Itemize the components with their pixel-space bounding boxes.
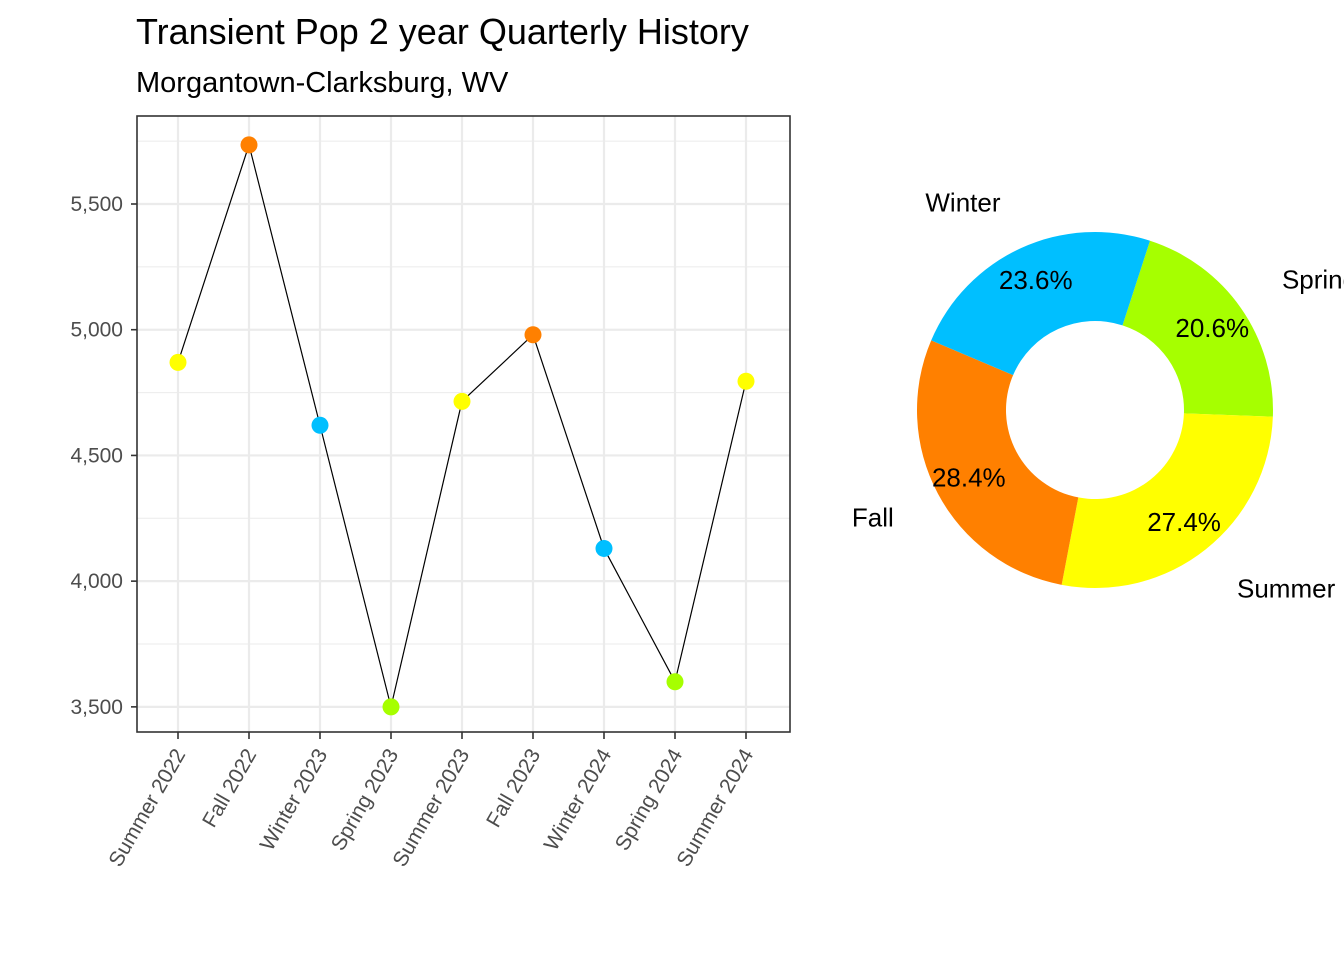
- y-tick-label: 5,000: [70, 319, 123, 342]
- slice-percent-label: 20.6%: [1175, 313, 1249, 343]
- donut-slice-fall: [916, 340, 1079, 585]
- slice-percent-label: 27.4%: [1147, 507, 1221, 537]
- data-point: [453, 392, 471, 410]
- x-tick-label: Fall 2022: [198, 745, 261, 831]
- data-point: [524, 326, 542, 344]
- data-point: [666, 673, 684, 691]
- data-point: [595, 539, 613, 557]
- donut-slice-winter: [931, 231, 1151, 376]
- x-tick-label: Spring 2023: [327, 745, 404, 855]
- plot-border: [136, 115, 791, 733]
- data-point: [311, 416, 329, 434]
- data-point: [382, 698, 400, 716]
- donut-chart-panel: 20.6% Spring 27.4% Summer 28.4% Fall 23.6% Wint…: [852, 187, 1344, 603]
- donut-slice-spring: [1122, 240, 1273, 417]
- slice-category-label: Winter: [925, 187, 1000, 217]
- y-tick-label: 4,500: [70, 444, 123, 467]
- slice-category-label: Fall: [852, 502, 894, 532]
- x-tick-label: Winter 2023: [256, 745, 333, 855]
- x-tick-label: Spring 2024: [611, 745, 688, 855]
- x-tick-label: Summer 2023: [388, 745, 474, 871]
- donut-slice-summer: [1061, 413, 1273, 588]
- x-tick-label: Summer 2022: [104, 745, 190, 871]
- x-tick-label: Fall 2023: [482, 745, 545, 831]
- data-point: [169, 353, 187, 371]
- x-tick-label: Winter 2024: [540, 745, 617, 855]
- y-tick-label: 5,500: [70, 193, 123, 216]
- slice-category-label: Summer: [1237, 573, 1336, 603]
- data-point: [240, 136, 258, 154]
- slice-percent-label: 28.4%: [932, 462, 1006, 492]
- chart-subtitle: Morgantown-Clarksburg, WV: [136, 67, 509, 99]
- slice-percent-label: 23.6%: [999, 265, 1073, 295]
- slice-category-label: Spring: [1282, 264, 1344, 294]
- y-tick-label: 3,500: [70, 696, 123, 719]
- x-tick-label: Summer 2024: [672, 745, 758, 871]
- chart-title: Transient Pop 2 year Quarterly History: [136, 11, 749, 52]
- y-tick-label: 4,000: [70, 570, 123, 593]
- data-point: [737, 372, 755, 390]
